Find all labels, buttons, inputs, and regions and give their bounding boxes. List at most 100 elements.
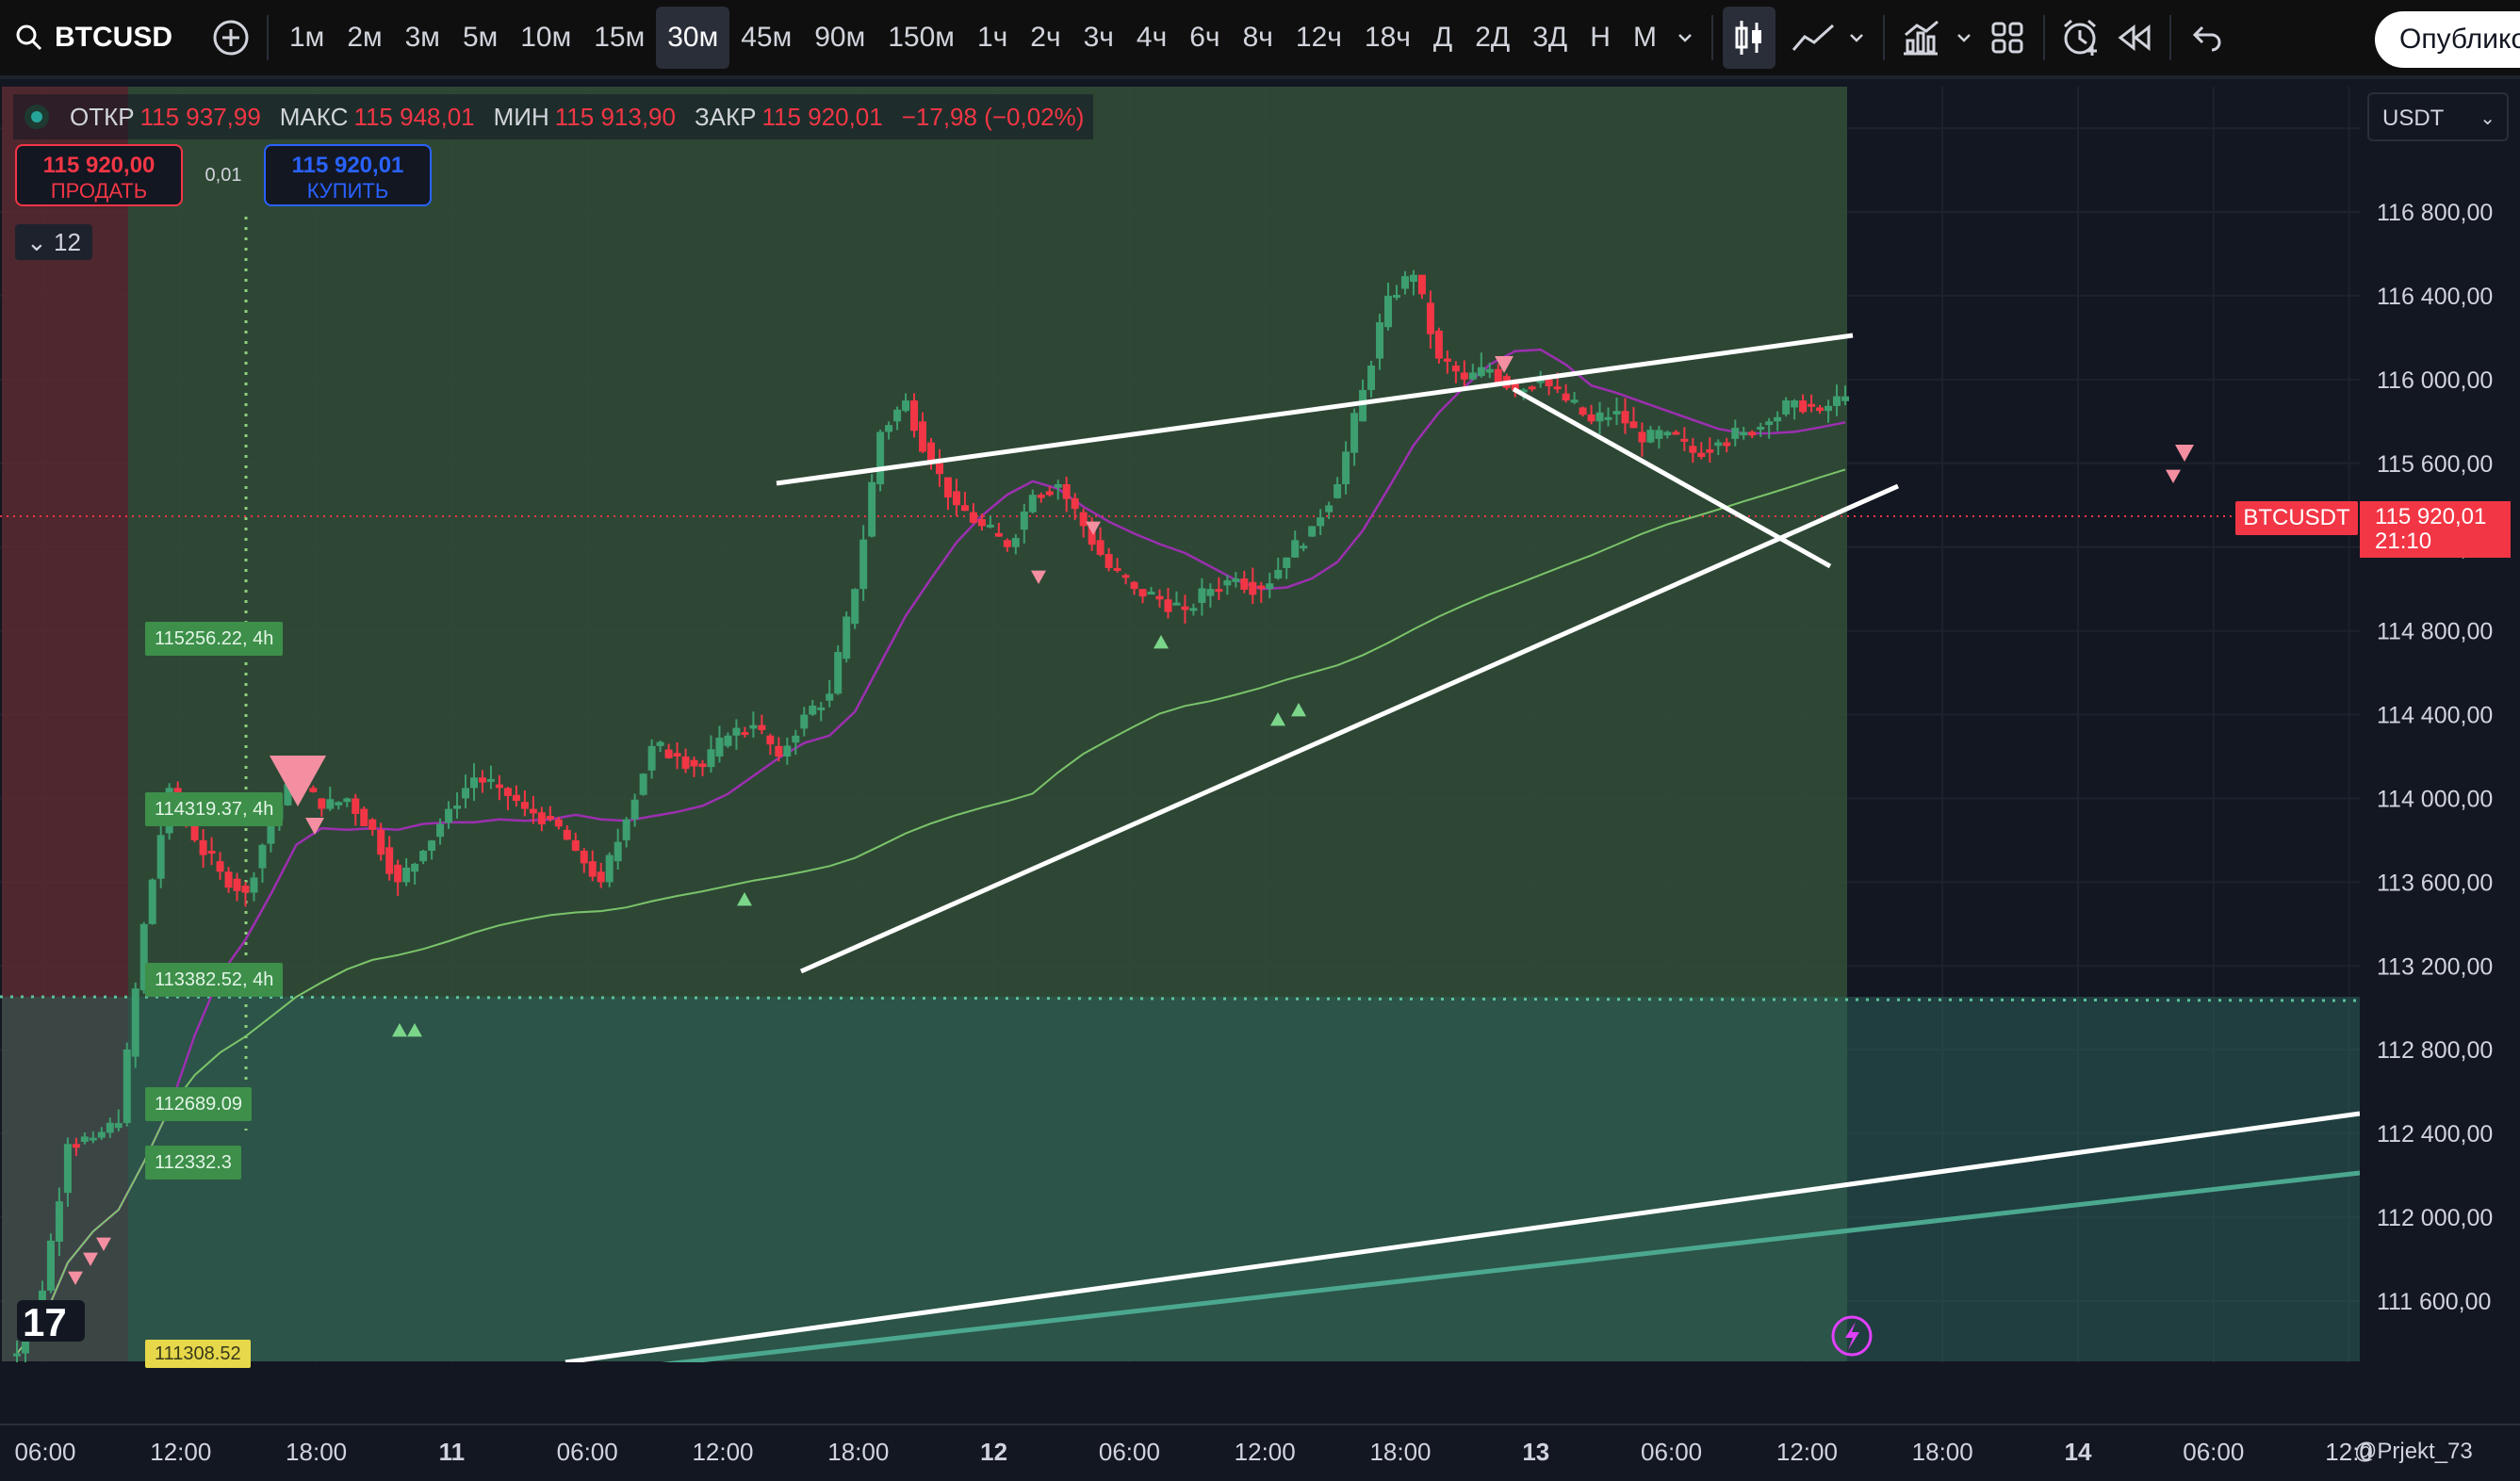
interval-9[interactable]: 150м [888,22,955,53]
indicators-line-button[interactable] [1787,7,1840,69]
price-axis-label: 111 600,00 [2377,1289,2491,1315]
candle-body [537,812,546,824]
interval-22[interactable]: М [1632,22,1657,53]
symbol-search[interactable]: BTCUSD [0,7,186,69]
candle-body [1020,511,1028,530]
undo-button[interactable] [2181,7,2234,69]
interval-18[interactable]: Д [1432,22,1453,53]
candle-body [1680,438,1689,442]
low-label: МИН [493,102,549,131]
author-watermark: @Prjekt_73 [2354,1439,2473,1464]
alert-button[interactable] [2054,7,2107,69]
visibility-dot-icon[interactable] [25,105,49,129]
candle-body [817,707,826,710]
interval-20[interactable]: 3Д [1532,22,1568,53]
candle-body [462,788,470,799]
level-tag: 113382.52, 4h [145,963,284,997]
indicators-more-dropdown[interactable] [1947,7,1981,69]
candle-body [21,1334,29,1354]
candle-body [1689,446,1697,453]
interval-11[interactable]: 2ч [1030,22,1061,53]
interval-6[interactable]: 30м [656,7,730,69]
interval-8[interactable]: 90м [814,22,866,53]
candle-body [715,737,724,757]
candle-body [520,802,529,809]
candle-body [199,839,207,855]
sell-label: ПРОДАТЬ [50,179,148,203]
candle-body [216,861,224,872]
candle-body [106,1122,114,1133]
sell-signal-marker [2166,469,2181,483]
candle-body [1663,431,1672,436]
candle-body [969,512,977,523]
time-axis-label: 14 [2065,1438,2092,1466]
sell-signal-marker [1495,356,1514,373]
candle-body [1774,416,1782,422]
candle-body [1155,595,1164,600]
indicators-button[interactable] [1894,7,1947,69]
candle-body [1723,442,1731,447]
buy-button[interactable]: 115 920,01 КУПИТЬ [264,144,432,206]
interval-1[interactable]: 2м [347,22,383,53]
layout-button[interactable] [1981,7,2034,69]
interval-2[interactable]: 3м [404,22,440,53]
candle-body [943,477,952,498]
candle-body [1816,407,1825,412]
ohlc-legend: ОТКР 115 937,99 МАКС 115 948,01 МИН 115 … [13,94,1094,139]
currency-select[interactable]: USDT ⌄ [2367,92,2509,141]
interval-0[interactable]: 1м [289,22,325,53]
candle-body [1054,484,1062,488]
candle-body [1105,554,1113,568]
candle-body [1088,526,1096,545]
candle-body [445,808,453,823]
close-value: 115 920,01 [761,102,883,131]
sell-button[interactable]: 115 920,00 ПРОДАТЬ [15,144,183,206]
sell-signal-marker [1031,570,1046,584]
intervals-dropdown[interactable] [1668,7,1702,69]
candle-body [1570,399,1579,403]
trade-panel: 115 920,00 ПРОДАТЬ 0,01 115 920,01 КУПИТ… [15,144,432,206]
interval-7[interactable]: 45м [741,22,793,53]
symbol-name: BTCUSD [55,22,172,53]
candle-body [1113,567,1121,571]
candle-body [1367,366,1376,390]
bar-chart-icon [1903,20,1939,56]
interval-12[interactable]: 3ч [1083,22,1114,53]
lightning-icon[interactable] [1831,1315,1873,1357]
indicators-collapse-button[interactable]: ⌄ 12 [15,224,92,260]
interval-21[interactable]: Н [1590,22,1611,53]
candle-body [1621,411,1629,424]
candle-body [1130,581,1138,590]
candle-body [563,829,571,840]
buy-label: КУПИТЬ [306,179,389,203]
candle-body [1638,431,1646,443]
candle-body [1037,495,1045,498]
candle-body [1748,431,1757,436]
publish-button[interactable]: Опублико [2375,11,2520,68]
candle-body [250,877,258,893]
candle-body [1189,608,1198,611]
time-axis-label: 18:00 [1369,1438,1431,1466]
interval-16[interactable]: 12ч [1295,22,1342,53]
candle-body [13,1353,21,1357]
interval-17[interactable]: 18ч [1364,22,1411,53]
interval-5[interactable]: 15м [594,22,646,53]
candle-body [1536,379,1545,383]
interval-10[interactable]: 1ч [976,22,1008,53]
interval-15[interactable]: 8ч [1242,22,1273,53]
replay-button[interactable] [2107,7,2160,69]
add-symbol-button[interactable] [205,7,257,69]
interval-13[interactable]: 4ч [1136,22,1168,53]
open-value: 115 937,99 [139,102,261,131]
interval-4[interactable]: 10м [520,22,572,53]
indicators-dropdown[interactable] [1840,7,1874,69]
interval-14[interactable]: 6ч [1189,22,1220,53]
candle-body [1485,368,1494,373]
candle-body [1697,452,1706,458]
interval-3[interactable]: 5м [462,22,499,53]
candles-chart-type-button[interactable] [1722,7,1775,69]
candle-body [741,732,749,736]
interval-19[interactable]: 2Д [1475,22,1511,53]
candle-body [1528,386,1536,390]
